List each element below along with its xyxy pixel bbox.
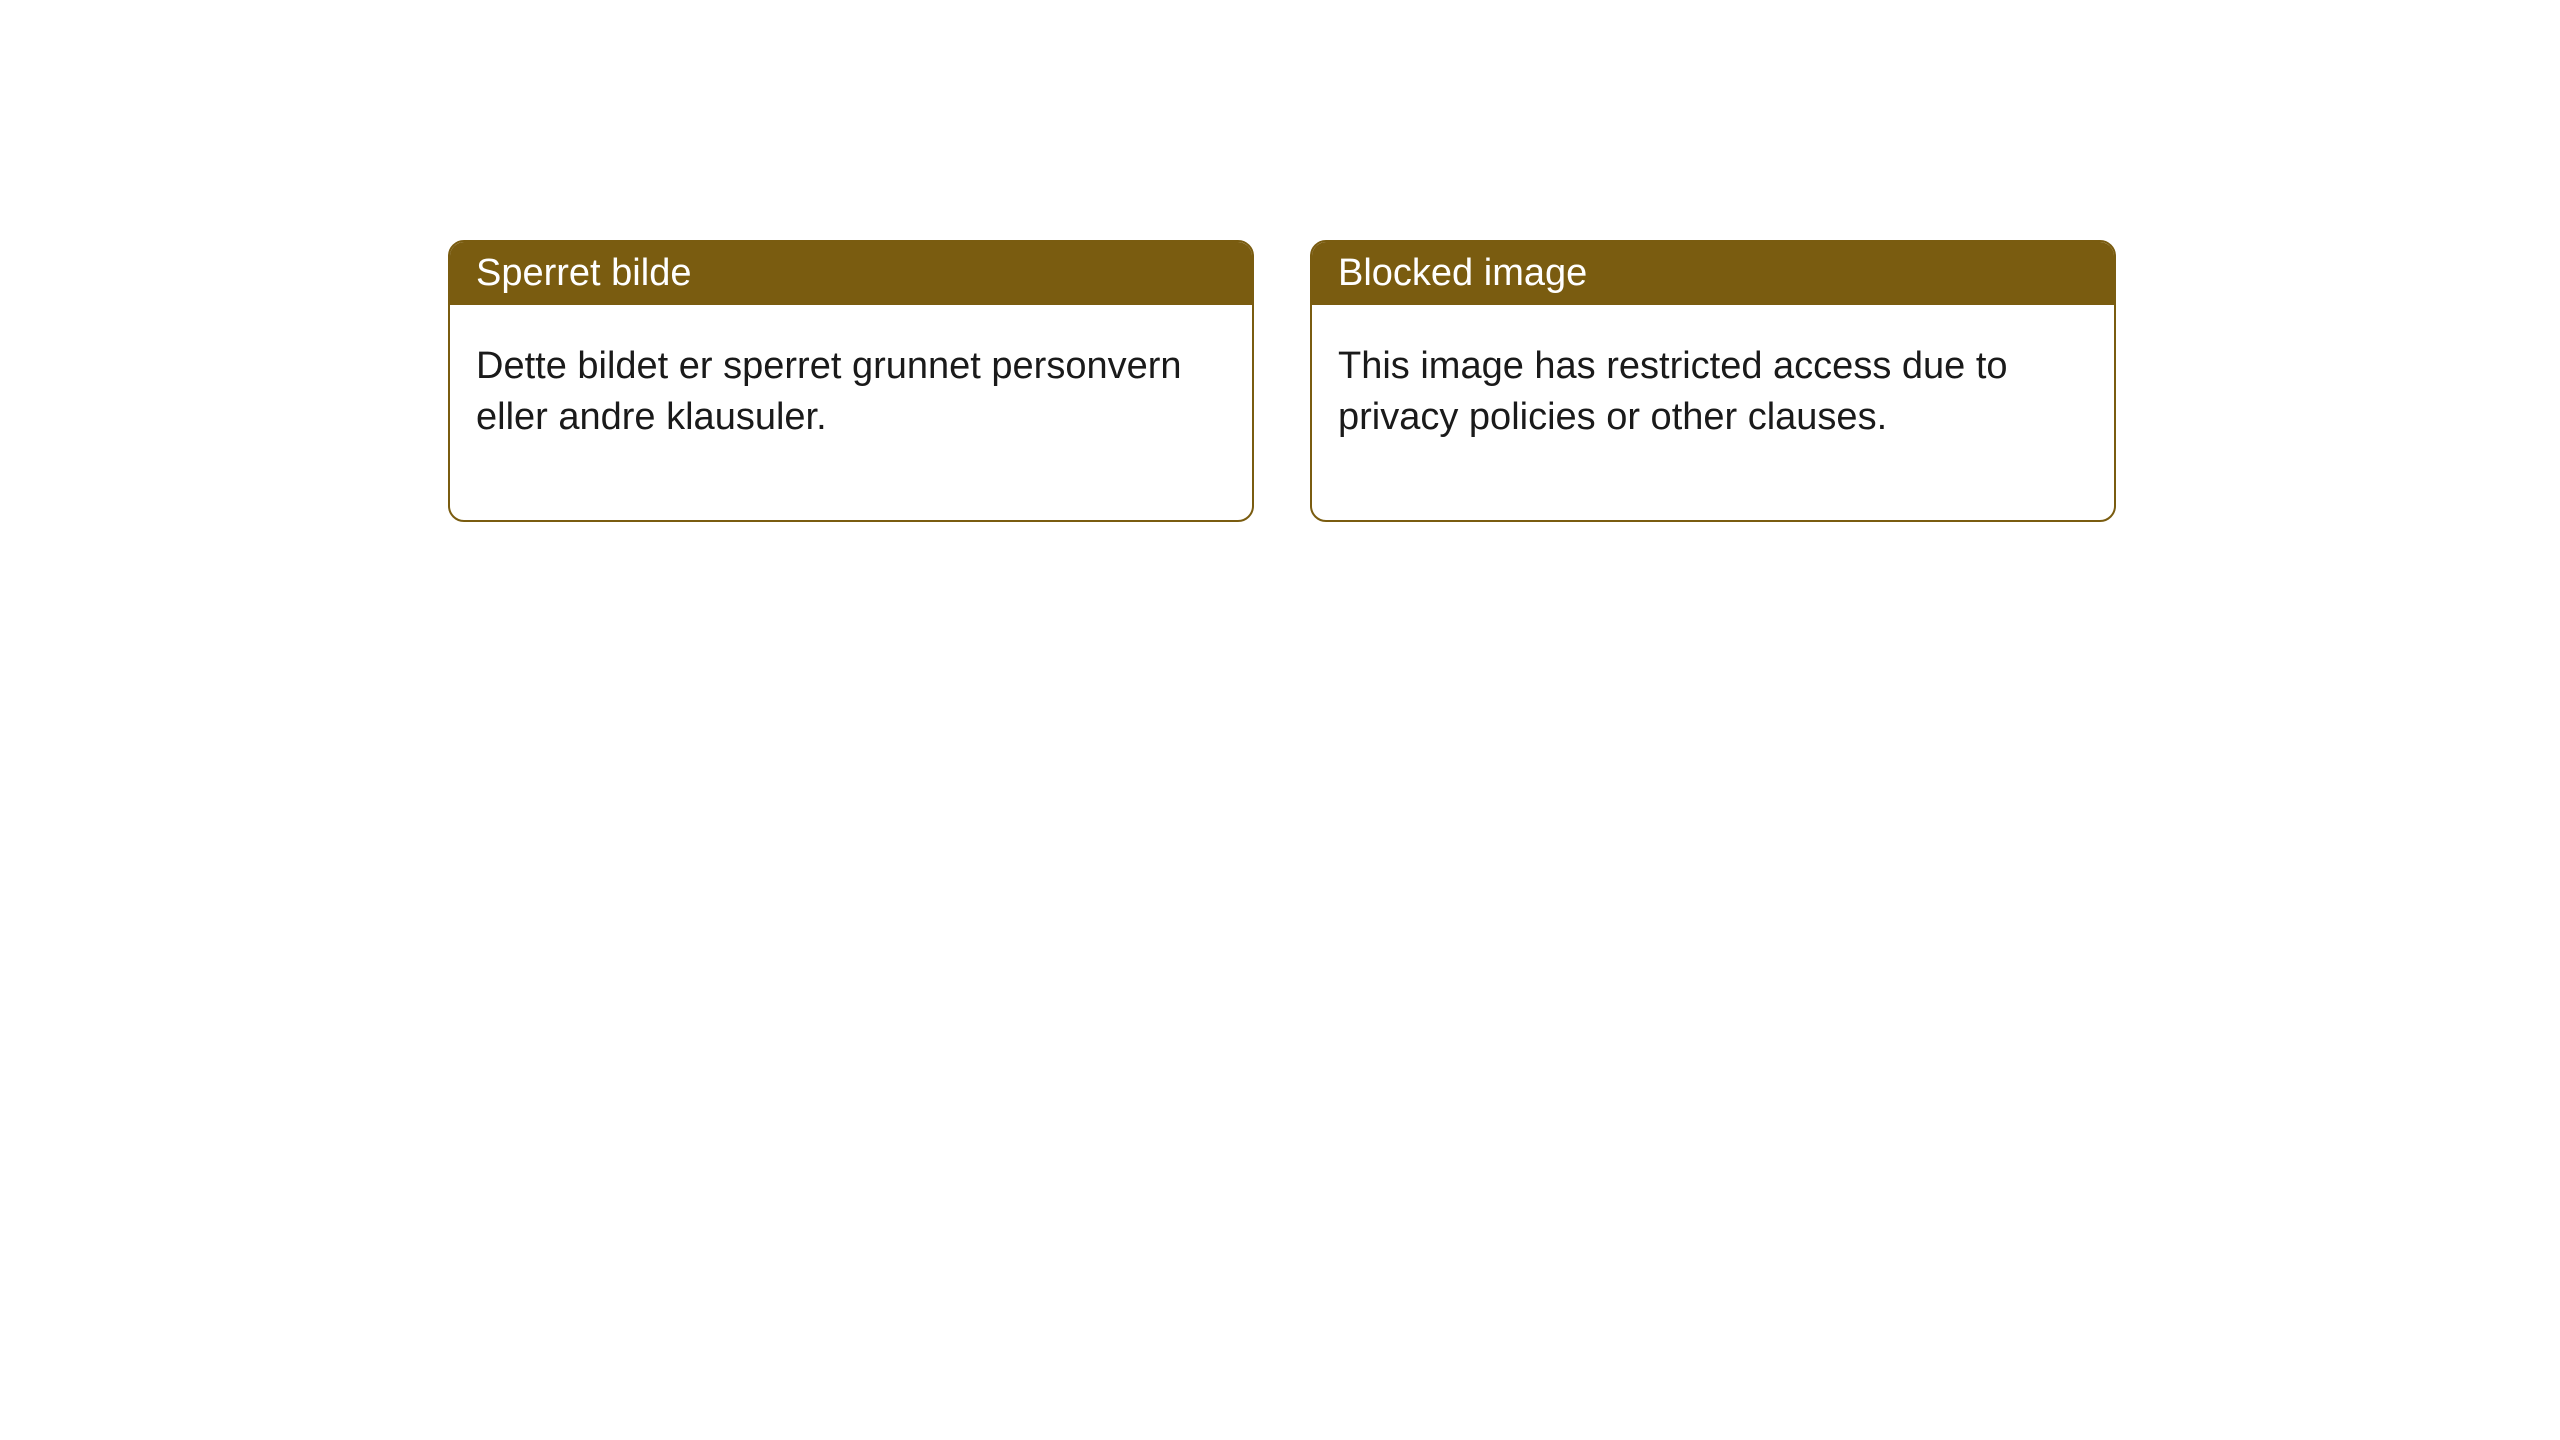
- card-title-english: Blocked image: [1338, 252, 1587, 294]
- notice-card-english: Blocked image This image has restricted …: [1310, 240, 2116, 522]
- card-header-english: Blocked image: [1312, 242, 2114, 305]
- notice-container: Sperret bilde Dette bildet er sperret gr…: [448, 240, 2116, 522]
- card-header-norwegian: Sperret bilde: [450, 242, 1252, 305]
- card-body-norwegian: Dette bildet er sperret grunnet personve…: [450, 305, 1252, 520]
- card-text-english: This image has restricted access due to …: [1338, 345, 2008, 438]
- card-title-norwegian: Sperret bilde: [476, 252, 691, 294]
- notice-card-norwegian: Sperret bilde Dette bildet er sperret gr…: [448, 240, 1254, 522]
- card-text-norwegian: Dette bildet er sperret grunnet personve…: [476, 345, 1182, 438]
- card-body-english: This image has restricted access due to …: [1312, 305, 2114, 520]
